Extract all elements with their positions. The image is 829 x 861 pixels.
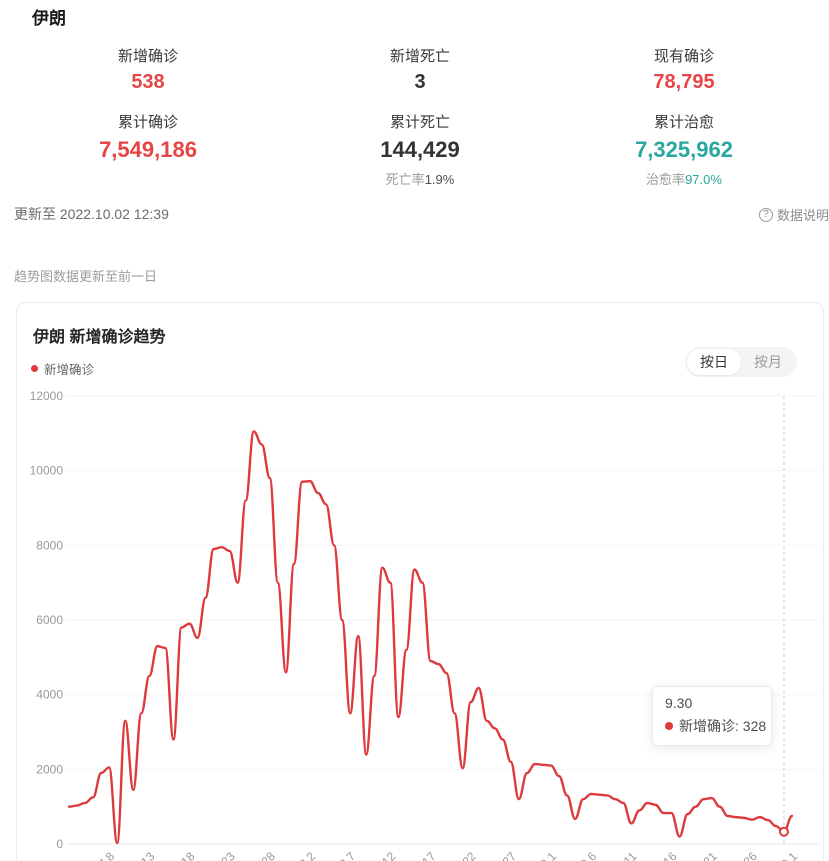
- stat-total-confirmed: 累计确诊 7,549,186: [28, 112, 268, 163]
- x-axis-label: 8.17: [412, 849, 439, 861]
- x-axis-label: 7.23: [211, 849, 238, 861]
- y-axis-label: 2000: [36, 762, 63, 776]
- x-axis-label: 8.7: [337, 849, 359, 861]
- trend-chart[interactable]: 0 2000 4000 6000 8000 10000 12000 7.8 7.13 7.18 7.…: [17, 387, 825, 861]
- stat-value: 78,795: [653, 71, 715, 93]
- stat-label: 累计确诊: [117, 114, 178, 131]
- x-axis-label: 8.27: [493, 849, 520, 861]
- toggle-day-button[interactable]: 按日: [687, 349, 741, 375]
- highlight-point-marker: [778, 826, 789, 837]
- trend-update-note: 趋势图数据更新至前一日: [14, 269, 158, 284]
- help-icon: ?: [758, 207, 773, 222]
- death-rate: 死亡率1.9%: [385, 172, 455, 187]
- chart-legend: 新增确诊: [31, 359, 94, 378]
- stat-label: 累计治愈: [653, 114, 714, 131]
- x-axis-label: 7.13: [131, 849, 158, 861]
- stat-label: 累计死亡: [389, 114, 450, 131]
- stat-new-deaths: 新增死亡 3: [300, 46, 540, 94]
- stat-value: 7,549,186: [99, 137, 197, 162]
- stat-label: 新增死亡: [389, 48, 450, 65]
- tooltip-series-line: 新增确诊: 328: [665, 716, 766, 736]
- x-axis-label: 7.18: [171, 849, 198, 861]
- legend-label: 新增确诊: [44, 363, 95, 377]
- x-axis-label: 9.6: [578, 849, 600, 861]
- x-axis-label: 10.1: [774, 849, 801, 861]
- x-axis-label: 9.16: [653, 849, 680, 861]
- stat-label: 现有确诊: [653, 48, 714, 65]
- stat-label: 新增确诊: [117, 48, 178, 65]
- trend-card: 伊朗 新增确诊趋势 新增确诊 按日 按月 0 2000 4000 6000 8000 10…: [16, 302, 824, 861]
- y-axis-label: 0: [56, 837, 63, 851]
- stat-value: 144,429: [380, 137, 460, 162]
- x-axis-label: 9.1: [537, 849, 559, 861]
- stat-value: 7,325,962: [635, 137, 733, 162]
- stat-current-confirmed: 现有确诊 78,795: [564, 46, 804, 94]
- trend-line: [67, 430, 794, 845]
- x-axis-label: 9.21: [693, 849, 720, 861]
- day-month-toggle: 按日 按月: [685, 347, 797, 377]
- update-time: 更新至 2022.10.02 12:39: [14, 206, 169, 222]
- tooltip-dot-icon: [665, 722, 673, 730]
- x-axis-label: 8.22: [452, 849, 479, 861]
- stat-value: 3: [414, 71, 426, 93]
- x-axis-label: 7.28: [252, 849, 279, 861]
- tooltip-text: 新增确诊: 328: [679, 718, 767, 734]
- x-axis-label: 9.11: [614, 849, 640, 861]
- legend-dot-icon: [31, 365, 38, 372]
- y-axis-label: 6000: [36, 613, 63, 627]
- toggle-month-button[interactable]: 按月: [754, 354, 782, 370]
- x-axis-label: 7.8: [96, 849, 118, 861]
- stat-total-deaths: 累计死亡 144,429 死亡率1.9%: [300, 112, 540, 188]
- y-axis-label: 4000: [36, 688, 63, 702]
- tooltip-date: 9.30: [665, 695, 693, 711]
- x-axis-label: 8.12: [372, 849, 399, 861]
- x-axis-label: 8.2: [296, 849, 318, 861]
- trend-card-title: 伊朗 新增确诊趋势: [33, 329, 166, 346]
- y-axis-label: 8000: [36, 538, 63, 552]
- y-axis-label: 10000: [30, 464, 64, 478]
- data-note-label: 数据说明: [776, 208, 829, 223]
- stat-total-cured: 累计治愈 7,325,962 治愈率97.0%: [564, 112, 804, 188]
- cure-rate: 治愈率97.0%: [646, 172, 722, 187]
- data-note-link[interactable]: ? 数据说明: [758, 205, 829, 224]
- chart-tooltip: 9.30 新增确诊: 328: [652, 686, 772, 746]
- stat-value: 538: [131, 71, 165, 93]
- y-axis-label: 12000: [30, 389, 64, 403]
- x-axis-label: 9.26: [734, 849, 761, 861]
- page-title: 伊朗: [32, 9, 66, 28]
- stat-new-confirmed: 新增确诊 538: [28, 46, 268, 94]
